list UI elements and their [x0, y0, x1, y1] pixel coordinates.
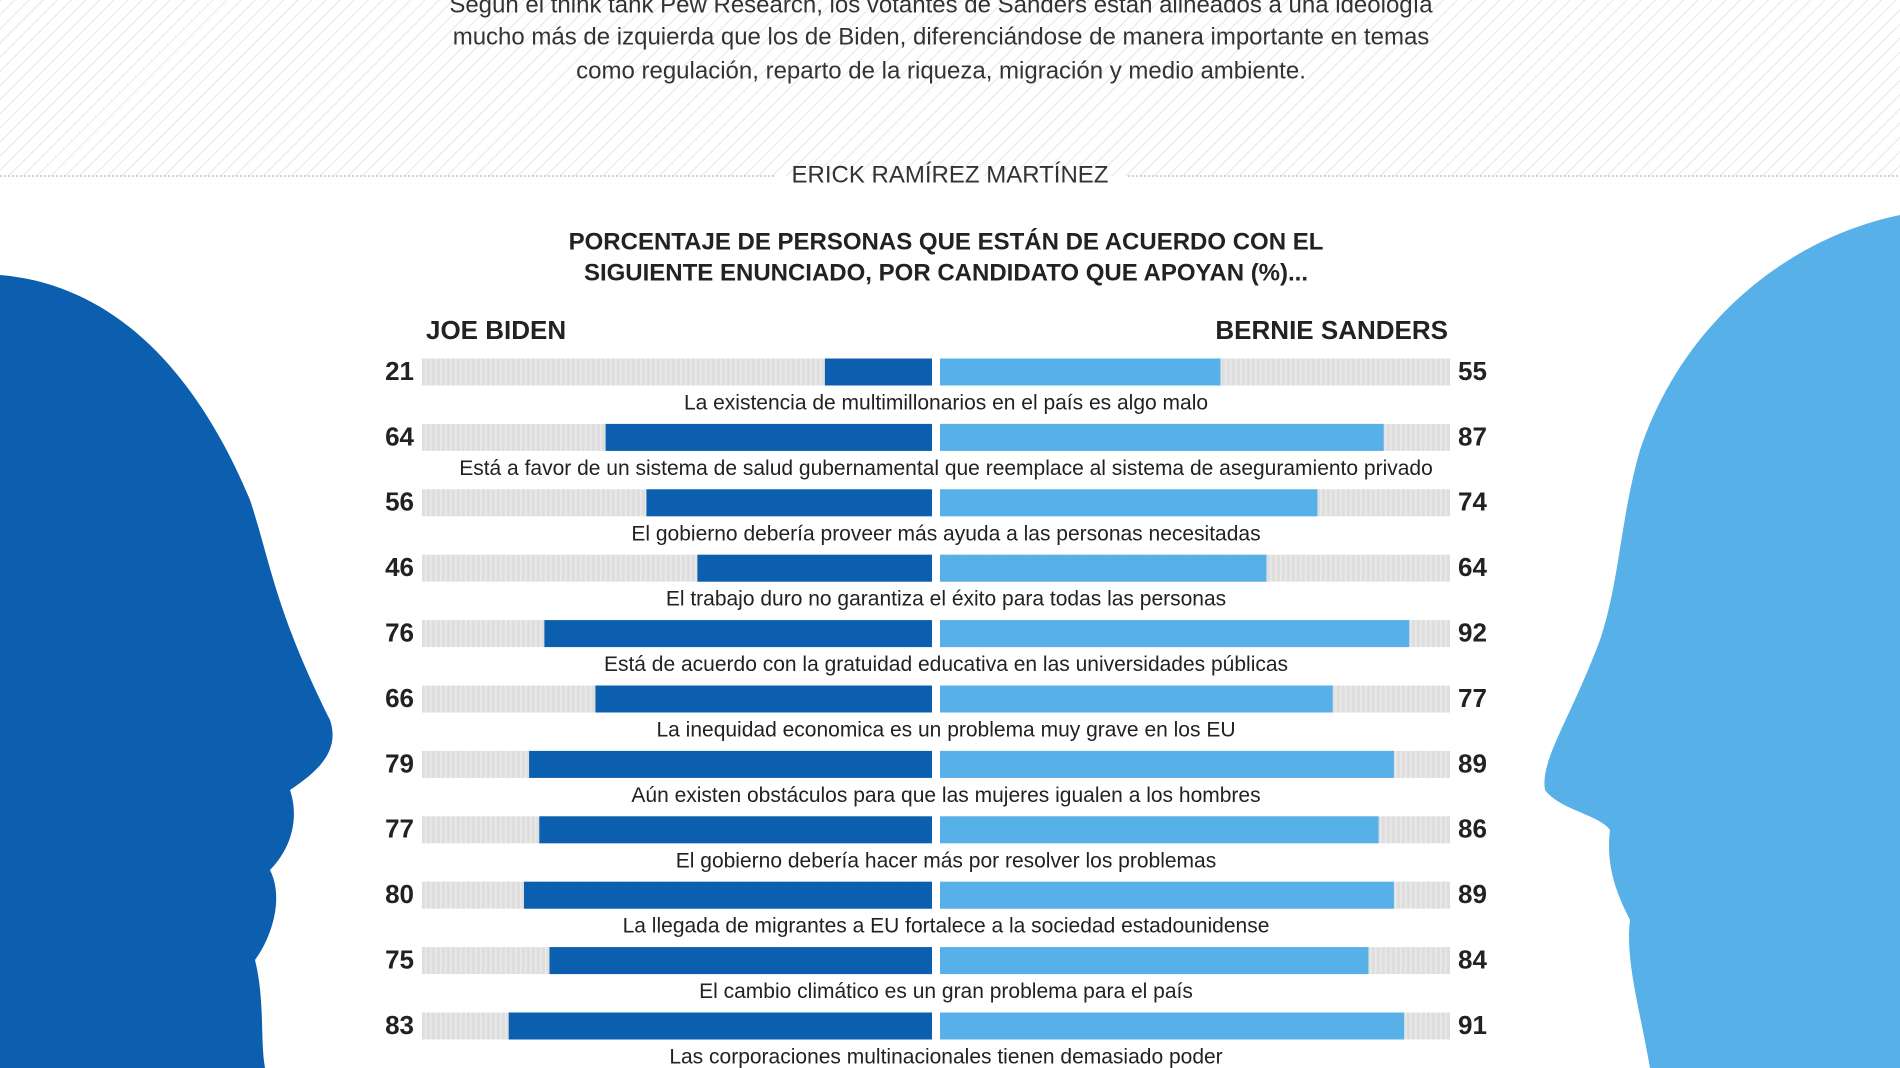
bar: [544, 620, 932, 648]
bar: [940, 620, 1410, 648]
value-label: 55: [1458, 356, 1487, 386]
bar: [549, 947, 932, 975]
value-label: 86: [1458, 814, 1487, 844]
bar: [940, 358, 1221, 386]
category-label: El gobierno debería hacer más por resolv…: [676, 849, 1216, 872]
legend-label: BERNIE SANDERS: [1215, 315, 1448, 345]
value-label: 92: [1458, 617, 1487, 647]
bar: [529, 750, 932, 778]
legend-label: JOE BIDEN: [426, 315, 566, 345]
category-label: Las corporaciones multinacionales tienen…: [669, 1046, 1222, 1068]
value-label: 66: [385, 683, 414, 713]
header-background: [0, 0, 1900, 176]
category-label: La existencia de multimillonarios en el …: [684, 392, 1208, 415]
value-label: 87: [1458, 421, 1487, 451]
value-label: 91: [1458, 1010, 1487, 1040]
bar: [940, 685, 1333, 713]
value-label: 83: [385, 1010, 414, 1040]
category-label: Está de acuerdo con la gratuidad educati…: [604, 653, 1288, 676]
value-label: 84: [1458, 944, 1487, 974]
category-label: Está a favor de un sistema de salud gube…: [459, 457, 1433, 480]
value-label: 64: [1458, 552, 1487, 582]
bar: [940, 489, 1318, 517]
category-label: La llegada de migrantes a EU fortalece a…: [623, 915, 1270, 938]
value-label: 79: [385, 748, 414, 778]
bar: [539, 816, 932, 844]
bar: [524, 881, 932, 909]
subtitle: Según el think tank Pew Research, los vo…: [449, 0, 1433, 18]
bar: [940, 947, 1369, 975]
bar: [940, 423, 1384, 451]
bar: [646, 489, 932, 517]
category-label: El cambio climático es un gran problema …: [699, 980, 1193, 1003]
bar: [697, 554, 932, 582]
biden-silhouette: [0, 275, 333, 1068]
value-label: 21: [385, 356, 414, 386]
value-label: 74: [1458, 487, 1487, 517]
chart-title: PORCENTAJE DE PERSONAS QUE ESTÁN DE ACUE…: [569, 227, 1324, 255]
bar: [940, 750, 1394, 778]
value-label: 77: [1458, 683, 1487, 713]
bar: [824, 358, 932, 386]
category-label: El trabajo duro no garantiza el éxito pa…: [666, 588, 1226, 611]
value-label: 80: [385, 879, 414, 909]
bar: [508, 1012, 932, 1040]
category-label: La inequidad economica es un problema mu…: [656, 719, 1235, 742]
value-label: 89: [1458, 879, 1487, 909]
value-label: 56: [385, 487, 414, 517]
value-label: 64: [385, 421, 414, 451]
bar: [940, 1012, 1405, 1040]
value-label: 46: [385, 552, 414, 582]
value-label: 76: [385, 617, 414, 647]
bar: [605, 423, 932, 451]
author: ERICK RAMÍREZ MARTÍNEZ: [792, 161, 1109, 188]
subtitle: como regulación, reparto de la riqueza, …: [576, 57, 1306, 84]
bar: [940, 816, 1379, 844]
value-label: 77: [385, 814, 414, 844]
subtitle: mucho más de izquierda que los de Biden,…: [453, 23, 1430, 50]
category-label: Aún existen obstáculos para que las muje…: [631, 784, 1260, 807]
category-label: El gobierno debería proveer más ayuda a …: [631, 522, 1260, 545]
value-label: 75: [385, 944, 414, 974]
bar: [940, 881, 1394, 909]
bar: [940, 554, 1267, 582]
chart-title: SIGUIENTE ENUNCIADO, POR CANDIDATO QUE A…: [584, 259, 1308, 286]
sanders-silhouette: [1544, 215, 1900, 1068]
value-label: 89: [1458, 748, 1487, 778]
bar: [595, 685, 932, 713]
